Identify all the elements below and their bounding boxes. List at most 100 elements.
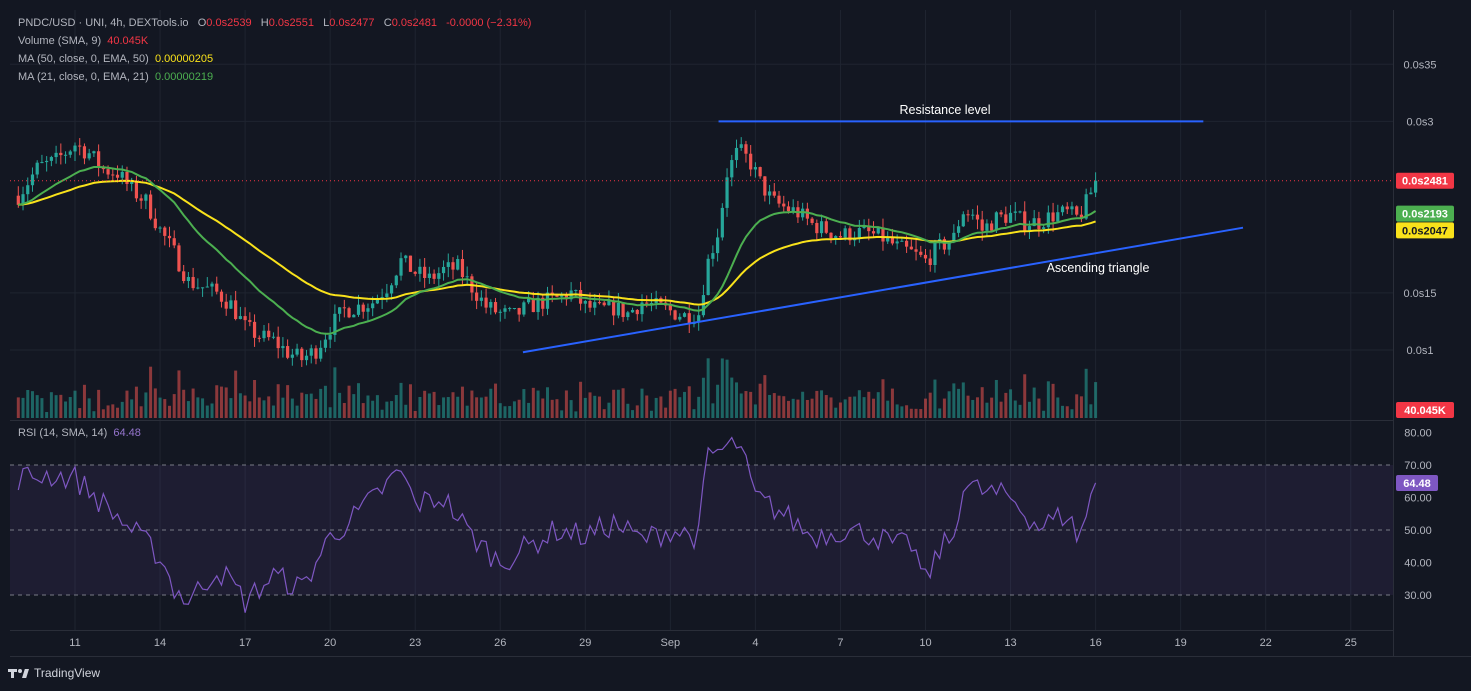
trend-lines[interactable] <box>522 120 1244 354</box>
candle-body-132 <box>640 302 644 315</box>
ma21-legend: MA (21, close, 0, EMA, 21) 0.00000219 <box>18 71 213 83</box>
volume-bar-117 <box>569 400 573 418</box>
ma50-value: 0.00000205 <box>154 53 214 65</box>
candle-body-5 <box>40 162 44 164</box>
candle-body-8 <box>54 152 58 158</box>
candle-body-114 <box>555 294 559 297</box>
volume-bar-109 <box>531 387 535 418</box>
candle-body-200 <box>961 214 965 227</box>
candle-body-41 <box>210 283 214 287</box>
volume-bar-66 <box>328 407 332 418</box>
volume-bar-125 <box>607 402 611 418</box>
volume-bar-200 <box>961 382 965 418</box>
volume-bar-98 <box>479 397 483 418</box>
rsi-tick-label-1: 70.00 <box>1404 460 1432 472</box>
candle-body-220 <box>1056 212 1060 222</box>
volume-bar-86 <box>423 390 427 418</box>
candle-body-32 <box>167 235 172 239</box>
time-axis-labels: 11 14 17 20 23 26 29 Sep 4 7 10 13 16 19 22 25 <box>69 637 1357 649</box>
candle-body-88 <box>432 273 436 279</box>
volume-bar-46 <box>234 370 238 418</box>
volume-bar-39 <box>201 398 205 418</box>
volume-bar-69 <box>342 402 346 418</box>
candle-body-63 <box>314 348 318 359</box>
rsi-tick-label-5: 30.00 <box>1404 590 1432 602</box>
candle-body-108 <box>527 298 531 303</box>
candle-body-210 <box>1008 212 1013 223</box>
candle-body-40 <box>205 286 209 288</box>
candle-body-154 <box>744 144 748 154</box>
volume-bar-30 <box>158 397 162 418</box>
volume-bar-8 <box>54 395 58 418</box>
candle-body-188 <box>905 240 909 247</box>
volume-bar-67 <box>333 367 337 418</box>
volume-bar-126 <box>612 389 616 418</box>
candle-body-192 <box>923 254 928 259</box>
volume-bar-223 <box>1070 409 1074 418</box>
volume-value: 40.045K <box>107 35 149 47</box>
volume-label: Volume (SMA, 9) <box>18 35 102 47</box>
candle-body-186 <box>895 241 899 244</box>
volume-bar-6 <box>45 412 49 418</box>
volume-bar-52 <box>262 400 266 418</box>
candle-body-151 <box>730 160 734 178</box>
candle-body-11 <box>68 151 72 155</box>
volume-bar-148 <box>716 384 720 418</box>
candle-body-27 <box>144 194 148 201</box>
candle-body-9 <box>59 152 63 156</box>
volume-bar-95 <box>465 405 469 418</box>
volume-bar-195 <box>938 408 942 418</box>
candle-body-45 <box>229 300 233 309</box>
volume-bar-124 <box>602 409 606 418</box>
candle-body-56 <box>281 346 285 349</box>
volume-bar-1 <box>21 397 25 418</box>
candle-body-100 <box>489 302 493 308</box>
candle-body-217 <box>1042 227 1046 230</box>
volume-bar-21 <box>116 407 120 418</box>
volume-bar-74 <box>366 395 370 418</box>
moving-averages <box>10 166 1393 335</box>
volume-bar-225 <box>1079 396 1083 418</box>
candle-body-171 <box>824 221 828 233</box>
candle-body-14 <box>82 146 87 159</box>
rsi-badge-bg <box>1396 474 1438 491</box>
volume-bar-59 <box>295 405 299 418</box>
candle-body-148 <box>716 237 720 254</box>
volume-bar-65 <box>323 385 327 418</box>
volume-bar-175 <box>843 399 847 418</box>
volume-bar-178 <box>857 390 861 418</box>
volume-bar-137 <box>664 407 668 418</box>
volume-bar-147 <box>711 403 715 418</box>
volume-bar-3 <box>30 391 34 418</box>
candle-body-71 <box>352 314 356 318</box>
volume-bar-14 <box>82 384 86 418</box>
candle-body-68 <box>338 307 342 314</box>
volume-bar-189 <box>909 408 913 418</box>
candle-body-21 <box>115 174 120 178</box>
candle-body-33 <box>172 238 176 246</box>
volume-bar-35 <box>182 389 186 418</box>
volume-bar-174 <box>838 402 842 418</box>
volume-bar-133 <box>645 395 649 418</box>
volume-bar-0 <box>16 397 20 418</box>
volume-bar-19 <box>106 405 110 418</box>
volume-bar-218 <box>1046 381 1050 418</box>
volume-bar-227 <box>1089 404 1093 418</box>
volume-bar-88 <box>432 391 436 418</box>
tradingview-footer[interactable]: TradingView <box>8 666 100 680</box>
candle-body-219 <box>1051 212 1055 222</box>
rsi-legend: RSI (14, SMA, 14) 64.48 <box>18 427 141 439</box>
candle-body-12 <box>73 145 77 152</box>
candle-body-129 <box>626 312 630 318</box>
candle-body-17 <box>97 151 101 167</box>
volume-bar-186 <box>895 404 899 418</box>
candle-body-37 <box>191 277 195 289</box>
candle-body-142 <box>687 313 691 325</box>
candle-body-215 <box>1032 218 1036 227</box>
candle-body-214 <box>1027 226 1032 231</box>
volume-bar-58 <box>290 398 294 418</box>
candle-body-1 <box>21 194 25 205</box>
volume-bar-184 <box>886 400 890 418</box>
candle-body-64 <box>319 347 323 359</box>
